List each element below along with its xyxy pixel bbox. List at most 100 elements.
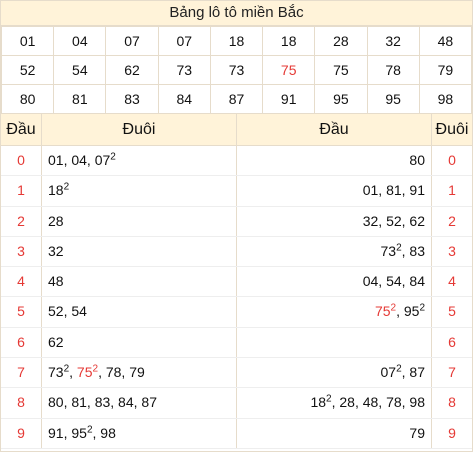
tail-values: 62: [48, 333, 64, 350]
tail-list-left: 01, 04, 072: [42, 146, 237, 176]
repeat-count: 2: [326, 393, 332, 405]
head-list-right: 80: [237, 146, 432, 176]
head-tail-row: 8 80, 81, 83, 84, 87 182, 28, 48, 78, 98 8: [1, 388, 472, 419]
head-list-right: 182, 28, 48, 78, 98: [237, 388, 432, 418]
duoi-right-header: Đuôi: [435, 121, 469, 138]
tail-values: , 87: [401, 364, 425, 381]
lotto-number: 75: [262, 55, 316, 85]
head-tail-row: 7 732, 752, 78, 79 072, 87 7: [1, 358, 472, 389]
lotto-row: 01 04 07 07 18 18 28 32 48: [0, 26, 473, 56]
head-digit-left: 9: [1, 418, 42, 448]
tail-values: 01, 04, 07: [48, 152, 111, 168]
tail-digit-right: 1: [448, 182, 456, 199]
lotto-number: 84: [157, 84, 211, 114]
tail-digit-right: 7: [448, 364, 456, 381]
lotto-number: 81: [53, 84, 107, 114]
lotto-number: 18: [209, 26, 264, 56]
lotto-number: 07: [157, 26, 211, 56]
lotto-number-table: 01 04 07 07 18 18 28 32 48 52 54 62 73 73 75 75 78 79 80 81…: [0, 26, 473, 114]
board-title: Bảng lô tô miền Bắc: [1, 1, 472, 26]
tail-list-left: 32: [42, 236, 237, 267]
lotto-number: 80: [0, 84, 55, 114]
head-digit-left: 8: [1, 388, 42, 418]
tail-values: , 95: [396, 303, 420, 320]
head-tail-row: 3 32 732, 83 3: [1, 236, 472, 268]
repeat-count: 2: [396, 363, 402, 375]
head-tail-row: 9 91, 952, 98 79 9: [1, 418, 472, 449]
tail-values: 73: [48, 364, 64, 381]
lotto-number: 32: [366, 26, 420, 56]
head-list-right: 04, 54, 84: [237, 267, 432, 297]
tail-values: 28: [48, 212, 64, 229]
head-list-right: [237, 327, 432, 358]
head-tail-row: 1 182 01, 81, 91 1: [1, 176, 472, 207]
tail-list-left: 28: [42, 206, 237, 236]
head-digit-left: 1: [1, 176, 42, 206]
lotto-number: 52: [0, 55, 55, 85]
head-digit-left: 3: [1, 236, 42, 267]
tail-digit-right: 6: [448, 333, 456, 350]
lotto-number: 95: [314, 84, 368, 114]
repeat-count: 2: [63, 363, 70, 375]
repeat-count: 2: [419, 302, 425, 314]
head-tail-rows: 0 01, 04, 072 80 0 1 182 01, 81, 91 1 2 28 32, 52,…: [1, 146, 472, 449]
tail-digit-right: 9: [448, 424, 456, 441]
lotto-number: 78: [366, 55, 420, 85]
head-digit-left: 6: [1, 327, 42, 358]
tail-values: 52, 54: [48, 303, 87, 320]
lotto-number: 75: [314, 55, 368, 85]
lotto-number: 18: [262, 26, 316, 56]
lotto-number: 28: [314, 26, 368, 56]
head-list-right: 01, 81, 91: [237, 176, 432, 206]
lotto-number: 98: [418, 84, 473, 114]
lotto-number: 48: [418, 26, 473, 56]
tail-values: 91, 95: [48, 424, 87, 441]
repeat-count: 2: [110, 151, 116, 163]
lotto-row: 52 54 62 73 73 75 75 78 79: [0, 55, 473, 85]
head-tail-row: 6 62 6: [1, 327, 472, 359]
tail-values: , 78, 79: [98, 364, 145, 381]
tail-list-left: 52, 54: [42, 297, 237, 327]
head-digit-left: 2: [1, 206, 42, 236]
dau-right-header: Đầu: [237, 114, 432, 145]
head-list-right: 072, 87: [237, 358, 432, 388]
lotto-number: 91: [262, 84, 316, 114]
dau-left-header: Đầu: [1, 114, 42, 145]
head-tail-row: 4 48 04, 54, 84 4: [1, 267, 472, 298]
repeat-count: 2: [390, 302, 397, 314]
head-tail-row: 5 52, 54 752, 952 5: [1, 297, 472, 328]
duoi-left-header: Đuôi: [42, 114, 237, 145]
tail-digit-right: 3: [448, 242, 456, 259]
lotto-number: 62: [105, 55, 159, 85]
head-digit-left: 4: [1, 267, 42, 297]
tail-values: 04, 54, 84: [362, 273, 425, 290]
lotto-row: 80 81 83 84 87 91 95 95 98: [0, 84, 473, 114]
head-digit-left: 7: [1, 358, 42, 388]
repeat-count: 2: [396, 242, 402, 254]
tail-list-left: 62: [42, 327, 237, 358]
tail-values: , 98: [92, 424, 116, 441]
tail-values: 32, 52, 62: [362, 212, 425, 229]
repeat-count: 2: [63, 181, 70, 193]
tail-list-left: 80, 81, 83, 84, 87: [42, 388, 237, 418]
tail-values: 75: [374, 303, 391, 320]
lotto-number: 87: [209, 84, 264, 114]
tail-digit-right: 4: [448, 273, 456, 290]
head-tail-row: 0 01, 04, 072 80 0: [1, 146, 472, 177]
tail-digit-right: 8: [448, 394, 456, 411]
tail-values: 01, 81, 91: [362, 182, 425, 199]
lotto-number: 79: [418, 55, 473, 85]
lotto-number: 07: [105, 26, 159, 56]
tail-digit-right: 2: [448, 212, 456, 229]
repeat-count: 2: [92, 363, 99, 375]
head-list-right: 752, 952: [237, 297, 432, 327]
tail-values: 73: [380, 242, 397, 259]
tail-values: 75: [76, 364, 93, 381]
tail-values: 18: [310, 394, 327, 411]
lotto-number: 83: [105, 84, 159, 114]
tail-list-left: 48: [42, 267, 237, 297]
head-list-right: 79: [237, 418, 432, 448]
head-digit-left: 5: [1, 297, 42, 327]
lotto-number: 73: [209, 55, 264, 85]
